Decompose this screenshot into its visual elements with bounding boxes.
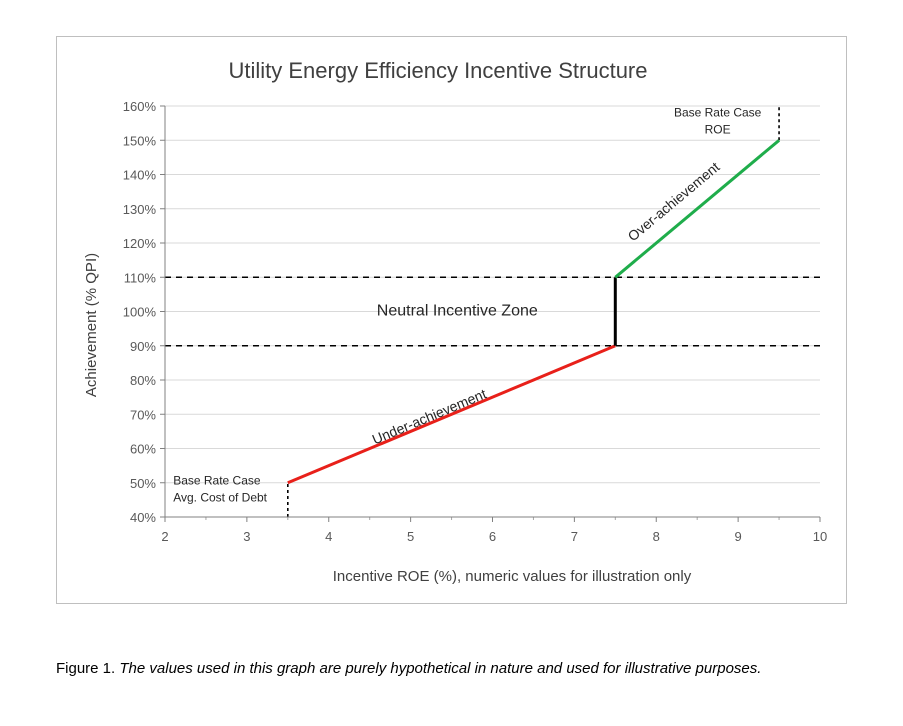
x-tick-label: 10 — [813, 529, 827, 544]
y-tick-label: 60% — [130, 442, 156, 457]
base-rate-roe-label-2: ROE — [705, 122, 731, 136]
y-axis-label: Achievement (% QPI) — [83, 253, 100, 397]
x-axis-label: Incentive ROE (%), numeric values for il… — [333, 568, 692, 585]
y-tick-label: 100% — [123, 305, 157, 320]
axes: 40% 50% 60% 70% 80% 90% 100% 110% 120% 130% 140% 15… — [123, 99, 827, 544]
y-tick-label: 80% — [130, 373, 156, 388]
x-tick-label: 7 — [571, 529, 578, 544]
x-tick-label: 6 — [489, 529, 496, 544]
chart-frame — [56, 36, 847, 604]
caption-prefix: Figure 1. — [56, 660, 120, 677]
y-tick-label: 140% — [123, 168, 157, 183]
caption-body: The values used in this graph are purely… — [119, 660, 762, 677]
series-lines — [287, 139, 781, 485]
chart-title: Utility Energy Efficiency Incentive Stru… — [229, 58, 648, 83]
x-tick-label: 5 — [407, 529, 414, 544]
series-line-under — [287, 344, 616, 485]
under-achievement-label: Under-achievement — [370, 385, 489, 447]
base-rate-roe-label-1: Base Rate Case — [674, 105, 762, 119]
annotations: Neutral Incentive ZoneUnder-achievementO… — [173, 105, 761, 504]
y-tick-label: 130% — [123, 202, 157, 217]
x-tick-label: 4 — [325, 529, 332, 544]
series-line-over — [614, 139, 781, 279]
y-tick-label: 40% — [130, 510, 156, 525]
y-tick-label: 70% — [130, 407, 156, 422]
y-tick-label: 160% — [123, 99, 157, 114]
figure-caption: Figure 1. The values used in this graph … — [56, 658, 836, 680]
y-tick-label: 110% — [124, 270, 157, 285]
neutral-zone-label: Neutral Incentive Zone — [377, 303, 538, 320]
base-rate-debt-label-1: Base Rate Case — [173, 473, 261, 487]
y-tick-label: 150% — [123, 133, 157, 148]
x-tick-label: 8 — [653, 529, 660, 544]
y-tick-label: 90% — [130, 339, 156, 354]
x-tick-label: 2 — [161, 529, 168, 544]
y-tick-label: 50% — [130, 476, 156, 491]
chart: Utility Energy Efficiency Incentive Stru… — [83, 58, 827, 585]
grid-layer — [165, 105, 820, 484]
x-tick-label: 3 — [243, 529, 250, 544]
x-tick-label: 9 — [735, 529, 742, 544]
base-rate-debt-label-2: Avg. Cost of Debt — [173, 491, 267, 505]
y-tick-label: 120% — [123, 236, 157, 251]
